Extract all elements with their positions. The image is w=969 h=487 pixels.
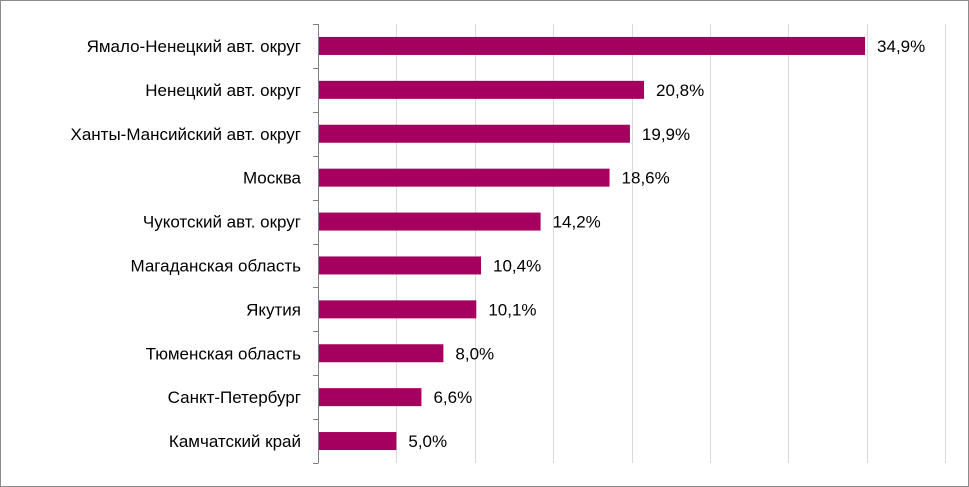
data-label: 19,9% [642,125,690,144]
bar [318,212,541,231]
data-label: 6,6% [433,388,472,407]
bar [318,344,444,363]
data-label: 10,1% [488,300,536,319]
data-label: 8,0% [455,344,494,363]
category-label: Камчатский край [169,432,301,451]
category-label: Чукотский авт. округ [143,213,301,232]
category-label: Ямало-Ненецкий авт. округ [87,37,301,56]
category-label: Якутия [246,300,301,319]
data-label: 5,0% [408,432,447,451]
data-label: 34,9% [877,37,925,56]
bar [318,168,610,187]
bar [318,80,645,99]
data-label: 18,6% [622,169,670,188]
category-label: Санкт-Петербург [168,388,301,407]
data-label: 20,8% [656,81,704,100]
bar [318,124,630,143]
category-label: Магаданская область [131,256,302,275]
bar [318,36,866,55]
category-label: Москва [243,169,302,188]
bar [318,388,422,407]
category-label: Тюменская область [146,344,302,363]
bar [318,432,397,451]
category-label: Ненецкий авт. округ [145,81,301,100]
data-label: 14,2% [553,213,601,232]
data-label: 10,4% [493,256,541,275]
bar [318,300,477,319]
category-label: Ханты-Мансийский авт. округ [70,125,301,144]
bar [318,256,482,275]
